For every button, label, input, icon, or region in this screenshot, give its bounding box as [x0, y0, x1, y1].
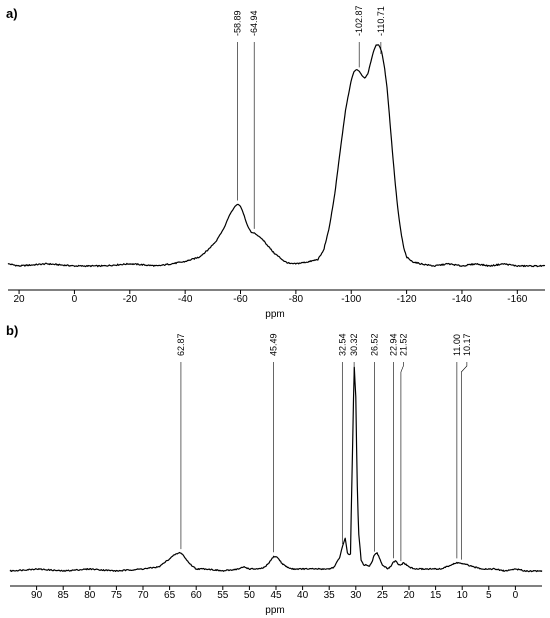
x-tick-label: 85: [58, 590, 70, 601]
panel-a-label: a): [6, 6, 18, 21]
panel-b-peak-labels: 62.87 45.49 32.54 30.32 26.52 22.94 21.52 11.00…: [176, 333, 472, 562]
x-tick-label: -20: [123, 294, 138, 305]
x-tick-label: 0: [72, 294, 78, 305]
panel-a: a) -58.89 -64.94 -102.87 -110.71 20 0 -20 -40 -…: [6, 5, 546, 320]
x-tick-label: -80: [289, 294, 304, 305]
x-tick-label: 55: [217, 590, 229, 601]
panel-a-peak-labels: -58.89 -64.94 -102.87 -110.71: [232, 5, 386, 229]
peak-leader-line: [460, 362, 468, 560]
peak-label: 62.87: [176, 333, 186, 356]
panel-a-spectrum-line: [7, 44, 546, 268]
peak-leader-line: [400, 362, 404, 562]
panel-b-label: b): [6, 323, 18, 338]
x-tick-label: -120: [397, 294, 417, 305]
x-tick-label: 70: [137, 590, 149, 601]
panel-b: b) 62.87 45.49 32.54 30.32 26.52 22.94 21.52 11…: [6, 323, 543, 616]
panel-a-x-axis-title: ppm: [265, 309, 284, 320]
x-tick-label: 0: [513, 590, 519, 601]
panel-b-x-axis-title: ppm: [265, 605, 284, 616]
x-tick-label: 20: [14, 294, 26, 305]
peak-label: 45.49: [268, 333, 278, 356]
x-tick-label: -60: [233, 294, 248, 305]
panel-b-spectrum-line: [9, 366, 543, 573]
x-tick-label: 90: [31, 590, 43, 601]
x-tick-label: 15: [430, 590, 442, 601]
x-tick-label: 10: [457, 590, 469, 601]
peak-label: 22.94: [388, 333, 398, 356]
panel-a-x-ticks: 20 0 -20 -40 -60 -80 -100 -120 -140 -160: [14, 290, 528, 305]
x-tick-label: 35: [324, 590, 336, 601]
x-tick-label: 30: [350, 590, 362, 601]
x-tick-label: 75: [111, 590, 123, 601]
x-tick-label: 45: [270, 590, 282, 601]
x-tick-label: 65: [164, 590, 176, 601]
x-tick-label: -40: [178, 294, 193, 305]
peak-label: -64.94: [249, 10, 259, 36]
peak-label: -102.87: [354, 5, 364, 36]
x-tick-label: 60: [191, 590, 203, 601]
peak-label: 30.32: [349, 333, 359, 356]
peak-label: 10.17: [462, 333, 472, 356]
x-tick-label: -160: [507, 294, 527, 305]
peak-label: 21.52: [398, 333, 408, 356]
x-tick-label: 80: [84, 590, 96, 601]
peak-label: 26.52: [369, 333, 379, 356]
x-tick-label: 25: [377, 590, 389, 601]
x-tick-label: 50: [244, 590, 256, 601]
peak-label: 11.00: [452, 334, 462, 356]
peak-label: -110.71: [376, 6, 386, 36]
x-tick-label: -100: [341, 294, 361, 305]
x-tick-label: 5: [486, 590, 492, 601]
x-tick-label: -140: [452, 294, 472, 305]
x-tick-label: 40: [297, 590, 309, 601]
panel-b-x-ticks: 90 85 80 75 70 65 60 55 50 45 40 35 30 25 20 15 10 5 0: [31, 586, 519, 601]
peak-label: 32.54: [337, 333, 347, 356]
peak-label: -58.89: [232, 10, 242, 36]
x-tick-label: 20: [403, 590, 415, 601]
